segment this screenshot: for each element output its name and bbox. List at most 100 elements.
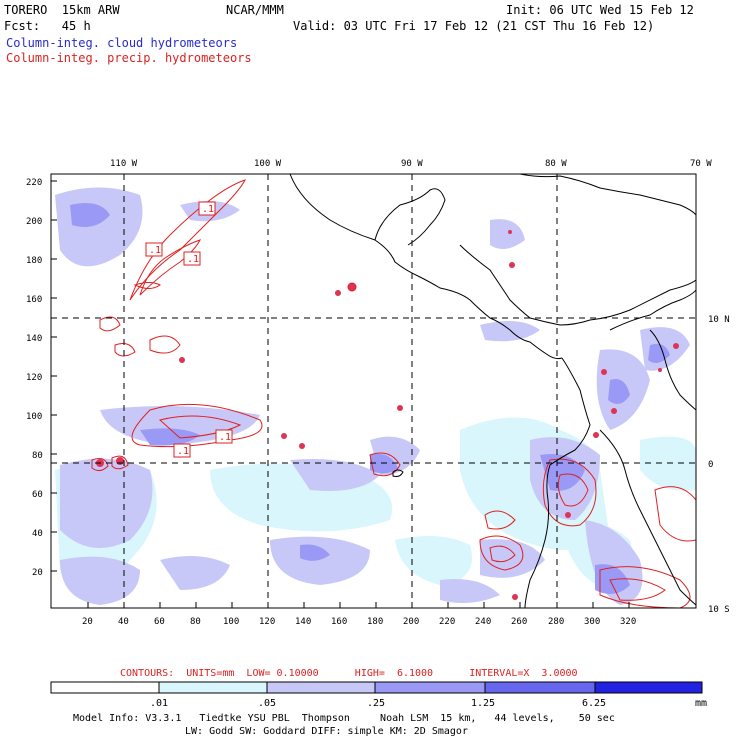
lon-label: 90 W [401, 159, 423, 169]
cloud-area [490, 219, 525, 249]
y-tick-label: 20 [32, 568, 43, 578]
cloud-area [640, 436, 696, 491]
y-tick-label: 160 [26, 295, 42, 305]
contour-line [149, 335, 181, 354]
contour-label: .1 [202, 204, 214, 215]
legend-labels: .01 .05 .25 1.25 6.25 mm [150, 698, 707, 709]
cloud-area [370, 453, 398, 474]
contour-line [114, 343, 136, 357]
y-tick-label: 80 [32, 451, 43, 461]
org-label: NCAR/MMM [226, 3, 284, 17]
x-tick-label: 260 [511, 617, 527, 627]
lon-label: 100 W [254, 159, 282, 169]
x-tick-label: 180 [367, 617, 383, 627]
legend-tick: .25 [367, 698, 385, 709]
cloud-area [608, 379, 630, 404]
precip-cell [509, 262, 515, 268]
coastline-south-america [524, 357, 591, 608]
lon-label: 80 W [545, 159, 567, 169]
x-tick-label: 300 [584, 617, 600, 627]
cloud-area [595, 564, 630, 594]
x-tick-label: 220 [439, 617, 455, 627]
contour-label-boxes: .1 .1 .1 .1 .1 [145, 201, 233, 458]
axis-labels: 110 W 100 W 90 W 80 W 70 W 10 N 0 10 S 2… [26, 159, 730, 627]
x-tick-label: 320 [620, 617, 636, 627]
x-tick-label: 120 [259, 617, 275, 627]
forecast-hour: Fcst: 45 h [4, 19, 91, 33]
x-tick-label: 100 [223, 617, 239, 627]
x-tick-label: 140 [295, 617, 311, 627]
contour-line [139, 239, 201, 296]
contour-line [111, 455, 129, 470]
contour-line [557, 473, 589, 507]
x-tick-label: 200 [403, 617, 419, 627]
coastline-northeast [609, 289, 696, 331]
y-tick-label: 180 [26, 256, 42, 266]
contour-label: .1 [149, 245, 161, 256]
cloud-area [270, 536, 370, 585]
contour-label: .1 [187, 254, 199, 265]
x-tick-label: 160 [331, 617, 347, 627]
precip-cell [601, 369, 607, 375]
y-tick-label: 40 [32, 529, 43, 539]
contour-line [133, 282, 161, 289]
field-precip-label: Column-integ. precip. hydrometeors [6, 51, 252, 65]
contour-line [489, 545, 516, 563]
precip-cell [347, 282, 357, 292]
lat-label: 10 S [708, 605, 730, 615]
precip-cells [96, 230, 679, 600]
field-cloud-label: Column-integ. cloud hydrometeors [6, 36, 238, 50]
cloud-area [395, 536, 472, 585]
precip-cell [593, 432, 599, 438]
precip-cell [281, 433, 287, 439]
cloud-field [55, 187, 696, 605]
legend-swatch [158, 681, 268, 694]
legend-swatch [484, 681, 596, 694]
precip-cell [299, 443, 305, 449]
graticule [51, 174, 696, 608]
cloud-area [440, 579, 500, 604]
x-tick-label: 60 [154, 617, 165, 627]
valid-time: Valid: 03 UTC Fri 17 Feb 12 (21 CST Thu … [293, 19, 655, 33]
y-tick-label: 100 [26, 412, 42, 422]
x-tick-label: 240 [475, 617, 491, 627]
coastline-andes [599, 429, 696, 606]
cloud-area [70, 202, 110, 228]
precip-cell [335, 290, 341, 296]
lon-label: 110 W [110, 159, 138, 169]
legend-tick: .05 [258, 698, 276, 709]
cloud-area [300, 544, 330, 561]
contour-line [542, 458, 597, 527]
lon-label: 70 W [690, 159, 712, 169]
cloud-area [55, 187, 143, 267]
coastline-galapagos [392, 469, 404, 477]
coastline-cuba [519, 174, 696, 216]
precip-cell [565, 512, 571, 518]
cloud-area [290, 459, 380, 491]
physics-info: LW: Godd SW: Goddard DIFF: simple KM: 2D… [185, 726, 468, 737]
cloud-area [160, 556, 230, 590]
x-tick-label: 80 [190, 617, 201, 627]
contour-label: .1 [177, 446, 189, 457]
contour-line [654, 486, 696, 542]
contour-line [599, 566, 691, 608]
coastlines [289, 174, 696, 608]
precip-cell [116, 457, 124, 465]
coastline-caribbean [459, 244, 696, 326]
y-tick-label: 60 [32, 490, 43, 500]
contour-line [479, 535, 524, 571]
lat-label: 10 N [708, 315, 730, 325]
legend-swatch [266, 681, 376, 694]
contour-line [99, 316, 121, 332]
precip-cell [397, 405, 403, 411]
color-legend [50, 681, 703, 694]
contour-line [609, 578, 666, 601]
cloud-area [480, 539, 545, 578]
bottom-ticks [87, 602, 630, 608]
init-time: Init: 06 UTC Wed 15 Feb 12 [506, 3, 694, 17]
x-tick-label: 280 [548, 617, 564, 627]
legend-tick: .01 [150, 698, 168, 709]
left-ticks [51, 180, 57, 572]
cloud-area [60, 458, 153, 548]
